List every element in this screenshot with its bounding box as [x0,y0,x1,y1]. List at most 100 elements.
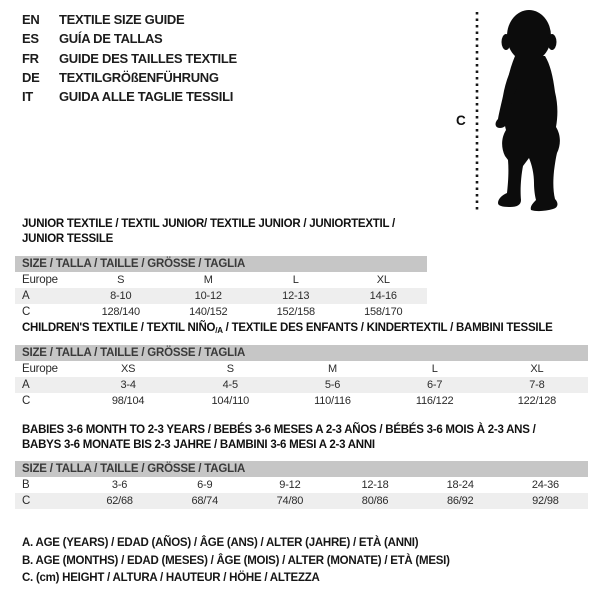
children-size-table: SIZE / TALLA / TAILLE / GRÖSSE / TAGLIA E… [15,345,588,409]
language-title: GUÍA DE TALLAS [59,31,163,47]
size-cell: 62/68 [77,493,163,509]
size-cell: XS [120,363,136,375]
size-cell: 68/74 [162,493,248,509]
size-cell: 14-16 [339,288,427,304]
size-cell: 86/92 [417,493,503,509]
size-cell: 24-36 [531,479,559,491]
size-cell: 104/110 [211,395,250,407]
size-cell: 98/104 [111,395,145,407]
junior-table-block: JUNIOR TEXTILE / TEXTIL JUNIOR/ TEXTILE … [15,217,427,320]
table-row: Europe XS S M L XL [15,361,588,377]
size-cell: 80/86 [332,493,418,509]
size-cell: L [292,274,299,286]
language-code: FR [22,50,39,66]
row-label: A [15,377,77,393]
toddler-figure: C [456,10,560,212]
language-code: DE [22,69,40,85]
title-text: / TEXTILE DES ENFANTS / KINDERTEXTIL / B… [222,322,553,334]
size-cell: M [327,363,337,375]
size-cell: 4-5 [179,377,282,393]
size-cell: 8-10 [77,288,165,304]
table-row: Europe S M L XL [15,272,427,288]
language-title: GUIDA ALLE TAGLIE TESSILI [59,89,234,105]
size-header-cell: SIZE / TALLA / TAILLE / GRÖSSE / TAGLIA [15,345,588,361]
row-label: B [22,479,30,491]
row-label: Europe [22,274,58,286]
language-row: IT GUIDA ALLE TAGLIE TESSILI [22,87,237,106]
size-cell: S [117,274,125,286]
height-label: C [456,113,466,128]
language-row: DE TEXTILGRÖßENFÜHRUNG [22,68,237,87]
children-table-block: CHILDREN'S TEXTILE / TEXTIL NIÑO/A / TEX… [15,321,588,409]
size-cell: 12-13 [252,288,340,304]
title-text: CHILDREN'S TEXTILE / TEXTIL NIÑO [22,322,216,334]
size-header-cell: SIZE / TALLA / TAILLE / GRÖSSE / TAGLIA [15,256,427,272]
size-cell: 92/98 [502,493,588,509]
row-label: C [22,395,31,407]
table-title-line: JUNIOR TEXTILE / TEXTIL JUNIOR/ TEXTILE … [22,217,427,247]
title-text: JUNIOR TEXTILE / TEXTIL JUNIOR/ TEXTILE … [22,218,395,245]
size-header-row: SIZE / TALLA / TAILLE / GRÖSSE / TAGLIA [15,345,588,361]
size-cell: 7-8 [485,377,588,393]
size-cell: 122/128 [517,395,557,407]
babies-table-block: BABIES 3-6 MONTH TO 2-3 YEARS / BEBÉS 3-… [15,423,588,509]
language-list: EN TEXTILE SIZE GUIDE ES GUÍA DE TALLAS FR GU… [22,10,237,106]
size-cell: S [226,363,234,375]
junior-table-title: JUNIOR TEXTILE / TEXTIL JUNIOR/ TEXTILE … [22,217,427,247]
row-label: C [22,306,31,318]
babies-table-title: BABIES 3-6 MONTH TO 2-3 YEARS / BEBÉS 3-… [22,423,588,453]
language-code: ES [22,31,39,47]
size-cell: 152/158 [276,306,316,318]
language-title: GUIDE DES TAILLES TEXTILE [59,50,237,66]
size-cell: XL [530,363,544,375]
size-cell: 110/116 [314,395,351,407]
size-cell: 5-6 [281,377,384,393]
language-row: ES GUÍA DE TALLAS [22,29,237,48]
toddler-silhouette-icon [495,10,560,212]
size-cell: 3-4 [77,377,180,393]
size-cell: 12-18 [361,479,389,491]
legend-line: A. AGE (YEARS) / EDAD (AÑOS) / ÂGE (ANS)… [22,537,419,549]
table-title-line: CHILDREN'S TEXTILE / TEXTIL NIÑO/A / TEX… [22,321,588,336]
children-table-title: CHILDREN'S TEXTILE / TEXTIL NIÑO/A / TEX… [22,321,588,336]
size-cell: 9-12 [279,479,301,491]
size-cell: 116/122 [415,395,454,407]
table-row: B 3-6 6-9 9-12 12-18 18-24 24-36 [15,477,588,493]
size-cell: XL [376,274,390,286]
size-cell: 10-12 [164,288,252,304]
title-text: BABIES 3-6 MONTH TO 2-3 YEARS / BEBÉS 3-… [22,424,536,436]
language-code: EN [22,12,40,27]
table-row: A 3-4 4-5 5-6 6-7 7-8 [15,377,588,393]
size-cell: 3-6 [111,479,128,491]
language-row: EN TEXTILE SIZE GUIDE [22,10,237,29]
size-header-row: SIZE / TALLA / TAILLE / GRÖSSE / TAGLIA [15,461,588,477]
size-cell: 140/152 [189,306,228,318]
size-header-row: SIZE / TALLA / TAILLE / GRÖSSE / TAGLIA [15,256,427,272]
size-cell: 18-24 [446,479,474,491]
title-text: BABYS 3-6 MONATE BIS 2-3 JAHRE / BAMBINI… [22,439,375,451]
legend-line: C. (cm) HEIGHT / ALTURA / HAUTEUR / HÖHE… [22,572,320,584]
size-cell: 74/80 [247,493,333,509]
size-cell: 6-7 [383,377,486,393]
size-cell: 6-9 [197,479,213,491]
table-row: A 8-10 10-12 12-13 14-16 [15,288,427,304]
legend: A. AGE (YEARS) / EDAD (AÑOS) / ÂGE (ANS)… [22,535,450,588]
table-row: C 98/104 104/110 110/116 116/122 122/128 [15,393,588,409]
row-label: Europe [22,363,58,375]
table-title-line: BABIES 3-6 MONTH TO 2-3 YEARS / BEBÉS 3-… [22,423,588,438]
size-cell: L [431,363,438,375]
junior-size-table: SIZE / TALLA / TAILLE / GRÖSSE / TAGLIA E… [15,256,427,320]
language-code: IT [22,89,33,105]
babies-size-table: SIZE / TALLA / TAILLE / GRÖSSE / TAGLIA B… [15,461,588,509]
size-cell: M [203,274,213,286]
row-label: C [15,493,77,509]
table-title-line: BABYS 3-6 MONATE BIS 2-3 JAHRE / BAMBINI… [22,438,588,453]
table-row: C 128/140 140/152 152/158 158/170 [15,304,427,320]
title-subscript: /A [215,326,223,335]
legend-line: B. AGE (MONTHS) / EDAD (MESES) / ÂGE (MO… [22,554,450,567]
language-row: FR GUIDE DES TAILLES TEXTILE [22,49,237,68]
language-title: TEXTILGRÖßENFÜHRUNG [59,69,219,85]
size-cell: 158/170 [364,306,403,318]
table-row: C 62/68 68/74 74/80 80/86 86/92 92/98 [15,493,588,509]
